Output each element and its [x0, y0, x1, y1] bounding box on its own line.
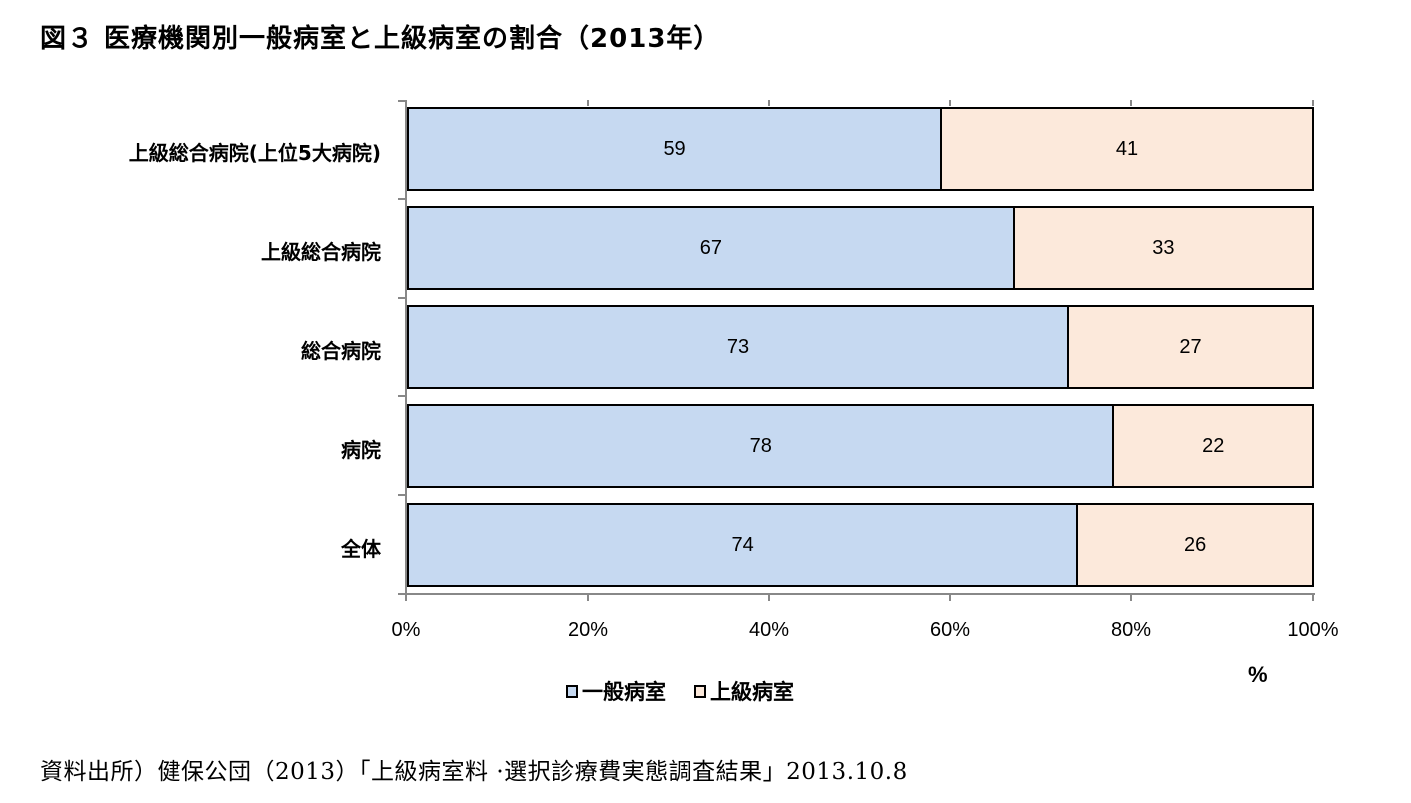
- category-label: 総合病院: [301, 339, 381, 363]
- legend-label: 上級病室: [710, 680, 794, 704]
- x-axis: [405, 593, 1315, 595]
- x-tick-label: 100%: [1287, 619, 1339, 641]
- y-tick: [398, 494, 406, 496]
- bar-segment-general: 67: [407, 206, 1015, 290]
- bar-row-hospital: 78 22: [407, 404, 1314, 488]
- bar-row-general-hospital: 73 27: [407, 305, 1314, 389]
- bar-segment-upper: 27: [1069, 305, 1314, 389]
- legend-swatch-icon: [566, 684, 578, 698]
- category-label: 上級総合病院: [261, 240, 381, 264]
- y-tick: [398, 593, 406, 595]
- legend-label: 一般病室: [582, 680, 666, 704]
- legend: 一般病室 上級病室: [566, 676, 794, 706]
- bar-row-advanced-general: 67 33: [407, 206, 1314, 290]
- x-tick: [587, 593, 589, 601]
- category-label: 全体: [341, 537, 381, 561]
- x-tick: [949, 593, 951, 601]
- x-tick-label: 20%: [567, 619, 609, 641]
- x-tick-label: 60%: [929, 619, 971, 641]
- bar-row-overall: 74 26: [407, 503, 1314, 587]
- x-tick-label: 40%: [748, 619, 790, 641]
- y-axis: [405, 100, 407, 597]
- category-label: 上級総合病院(上位5大病院): [128, 141, 381, 165]
- bar-row-top5-advanced-general: 59 41: [407, 107, 1314, 191]
- y-tick: [398, 100, 406, 102]
- legend-item-upper: 上級病室: [694, 676, 794, 706]
- unit-label: %: [1248, 662, 1268, 687]
- bar-segment-upper: 26: [1078, 503, 1314, 587]
- bar-segment-general: 59: [407, 107, 943, 191]
- legend-item-general: 一般病室: [566, 676, 666, 706]
- x-tick: [1130, 593, 1132, 601]
- legend-swatch-icon: [694, 684, 706, 698]
- x-tick-label: 80%: [1110, 619, 1152, 641]
- x-tick: [405, 593, 407, 601]
- source-note: 資料出所）健保公団（2013）「上級病室料 ·選択診療費実態調査結果」2013.…: [40, 759, 908, 785]
- x-tick: [1312, 593, 1314, 601]
- y-tick: [398, 395, 406, 397]
- bar-segment-general: 73: [407, 305, 1070, 389]
- y-tick: [398, 297, 406, 299]
- category-label: 病院: [341, 438, 381, 462]
- x-tick: [768, 593, 770, 601]
- bar-segment-general: 78: [407, 404, 1115, 488]
- bar-segment-upper: 22: [1114, 404, 1314, 488]
- chart-title: 図３ 医療機関別一般病室と上級病室の割合（2013年）: [40, 24, 721, 54]
- y-tick: [398, 198, 406, 200]
- bar-segment-upper: 33: [1014, 206, 1314, 290]
- bar-segment-general: 74: [407, 503, 1079, 587]
- x-tick-label: 0%: [391, 619, 421, 641]
- bar-segment-upper: 41: [942, 107, 1314, 191]
